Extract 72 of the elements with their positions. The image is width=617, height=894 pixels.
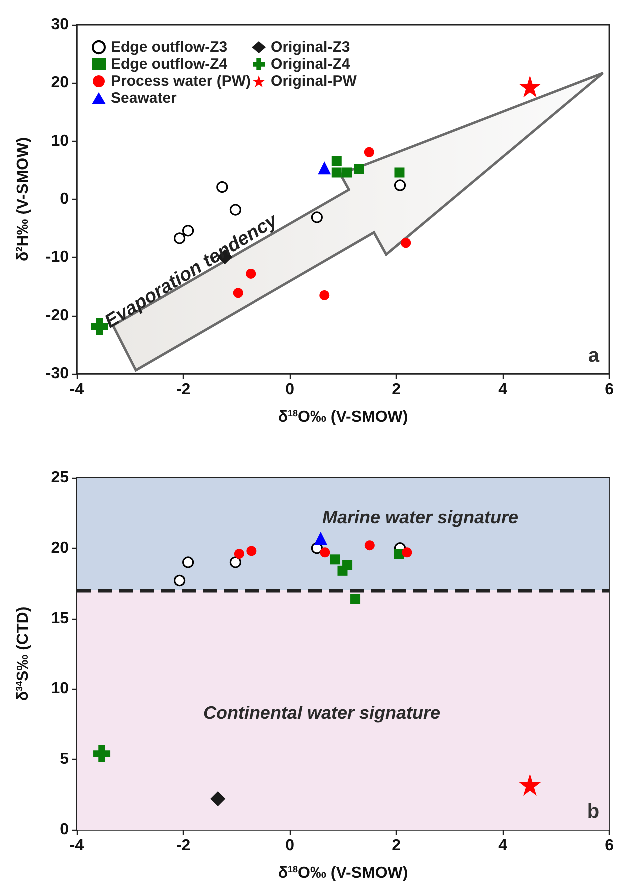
point <box>519 774 542 796</box>
x-tick-label: -4 <box>70 838 84 854</box>
y-tick-label: -20 <box>46 307 70 324</box>
point <box>332 168 342 178</box>
x-tick-label: 6 <box>605 382 614 398</box>
point <box>318 162 332 175</box>
y-tick-label: 30 <box>51 16 70 34</box>
annotation: a <box>588 345 600 367</box>
legend-label: Original-Z4 <box>271 56 351 73</box>
point <box>314 532 328 546</box>
band-label: Continental water signature <box>203 703 440 724</box>
point <box>182 225 194 237</box>
point <box>519 76 542 98</box>
point <box>350 594 361 604</box>
x-tick-label: 4 <box>498 382 508 398</box>
legend-label: Edge outflow-Z3 <box>111 39 228 56</box>
y-axis-title: δ34S‰ (CTD) <box>14 606 32 702</box>
y-tick-label: 10 <box>51 680 70 698</box>
point <box>230 556 242 568</box>
point <box>332 156 342 166</box>
legend-label: Edge outflow-Z4 <box>111 56 228 73</box>
point <box>216 181 228 194</box>
point <box>246 268 256 279</box>
point <box>401 238 412 248</box>
y-tick-label: 15 <box>51 610 70 628</box>
band-label: Marine water signature <box>322 507 519 528</box>
point <box>364 540 375 551</box>
point <box>174 232 186 244</box>
legend-label: Seawater <box>111 90 178 107</box>
y-tick-label: 25 <box>51 470 70 486</box>
y-tick-label: 20 <box>51 540 70 557</box>
x-tick-label: 2 <box>392 382 402 398</box>
point <box>174 574 186 587</box>
x-tick-label: 6 <box>605 838 614 854</box>
point <box>394 549 404 560</box>
point <box>94 745 111 762</box>
y-tick-label: 10 <box>51 132 70 150</box>
y-axis-title: δ2H‰ (V-SMOW) <box>14 137 32 262</box>
point <box>246 546 257 556</box>
point <box>394 180 406 192</box>
legend-label: Original-PW <box>271 73 358 90</box>
x-tick-label: -2 <box>176 382 191 398</box>
x-tick-label: 2 <box>392 838 402 854</box>
legend-label: Process water (PW) <box>111 73 252 90</box>
legend-label: Original-Z3 <box>271 39 350 56</box>
x-tick-label: -4 <box>70 382 84 398</box>
x-tick-label: 0 <box>286 382 295 398</box>
point <box>234 549 244 560</box>
y-tick-label: 20 <box>51 74 70 92</box>
point <box>311 212 323 224</box>
point <box>320 548 330 558</box>
y-tick-label: 0 <box>60 191 70 208</box>
annotation: b <box>587 801 600 823</box>
point <box>402 548 412 558</box>
point <box>182 556 194 568</box>
x-tick-label: -2 <box>176 838 191 854</box>
point <box>354 164 364 174</box>
point <box>342 168 352 178</box>
point <box>394 168 405 178</box>
point <box>342 560 353 570</box>
y-tick-label: 0 <box>60 822 70 838</box>
x-tick-label: 4 <box>498 838 508 854</box>
x-tick-label: 0 <box>286 838 295 854</box>
point <box>364 147 374 158</box>
y-tick-label: -10 <box>46 249 70 266</box>
y-tick-label: -30 <box>46 366 70 382</box>
y-tick-label: 5 <box>60 751 70 768</box>
point <box>210 792 226 807</box>
point <box>320 290 330 300</box>
point <box>233 288 244 298</box>
point <box>230 204 242 216</box>
point <box>330 554 340 565</box>
